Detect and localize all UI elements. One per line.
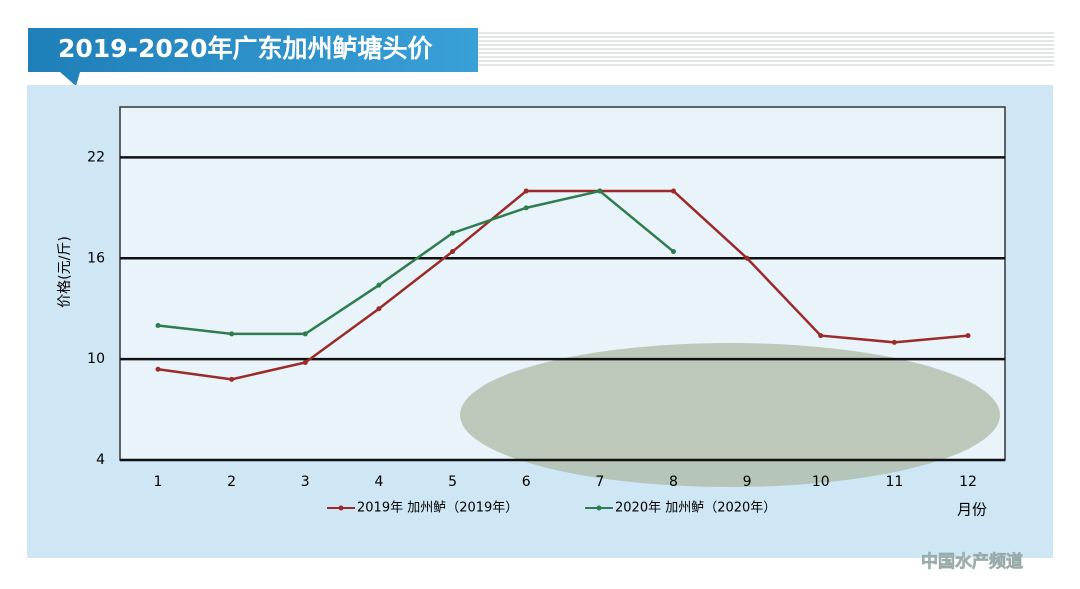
chart-title: 2019-2020年广东加州鲈塘头价 bbox=[58, 34, 434, 63]
x-tick-label: 6 bbox=[522, 474, 531, 490]
y-tick-label: 22 bbox=[87, 149, 105, 165]
fish-image bbox=[460, 343, 1000, 487]
x-tick-label: 1 bbox=[154, 474, 163, 490]
x-axis-label: 月份 bbox=[957, 501, 987, 519]
point bbox=[376, 306, 382, 312]
x-tick-label: 8 bbox=[669, 474, 678, 490]
point bbox=[818, 333, 824, 339]
series-line bbox=[157, 189, 675, 336]
x-tick-label: 11 bbox=[885, 474, 903, 490]
x-tick-label: 4 bbox=[374, 474, 383, 490]
point bbox=[965, 333, 971, 339]
x-tick-label: 2 bbox=[227, 474, 236, 490]
point bbox=[670, 188, 676, 194]
point bbox=[376, 282, 382, 288]
y-axis-label: 价格(元/斤) bbox=[57, 236, 73, 308]
title-banner bbox=[28, 28, 478, 86]
point bbox=[597, 188, 603, 194]
x-tick-label: 10 bbox=[812, 474, 830, 490]
point bbox=[891, 339, 897, 345]
x-tick-label: 3 bbox=[301, 474, 310, 490]
x-tick-label: 5 bbox=[448, 474, 457, 490]
point bbox=[302, 331, 308, 337]
point bbox=[744, 255, 750, 261]
watermark: 中国水产频道 bbox=[921, 551, 1023, 572]
x-tick-label: 9 bbox=[743, 474, 752, 490]
y-tick-label: 16 bbox=[87, 250, 105, 266]
point bbox=[523, 205, 529, 211]
legend-marker bbox=[596, 505, 602, 511]
point bbox=[155, 323, 161, 329]
x-tick-label: 12 bbox=[959, 474, 977, 490]
legend-marker bbox=[338, 505, 344, 511]
y-tick-label: 10 bbox=[87, 351, 105, 367]
legend-label: 2020年 加州鲈（2020年） bbox=[615, 501, 776, 516]
point bbox=[302, 360, 308, 366]
point bbox=[450, 230, 456, 236]
point bbox=[229, 331, 235, 337]
point bbox=[670, 249, 676, 255]
series-line bbox=[157, 189, 969, 381]
banner-stripes bbox=[470, 32, 1054, 68]
point bbox=[155, 366, 161, 372]
point bbox=[523, 188, 529, 194]
y-tick-label: 4 bbox=[96, 452, 105, 468]
x-tick-label: 7 bbox=[595, 474, 604, 490]
point bbox=[229, 376, 235, 382]
legend-label: 2019年 加州鲈（2019年） bbox=[357, 501, 518, 516]
point bbox=[450, 249, 456, 255]
